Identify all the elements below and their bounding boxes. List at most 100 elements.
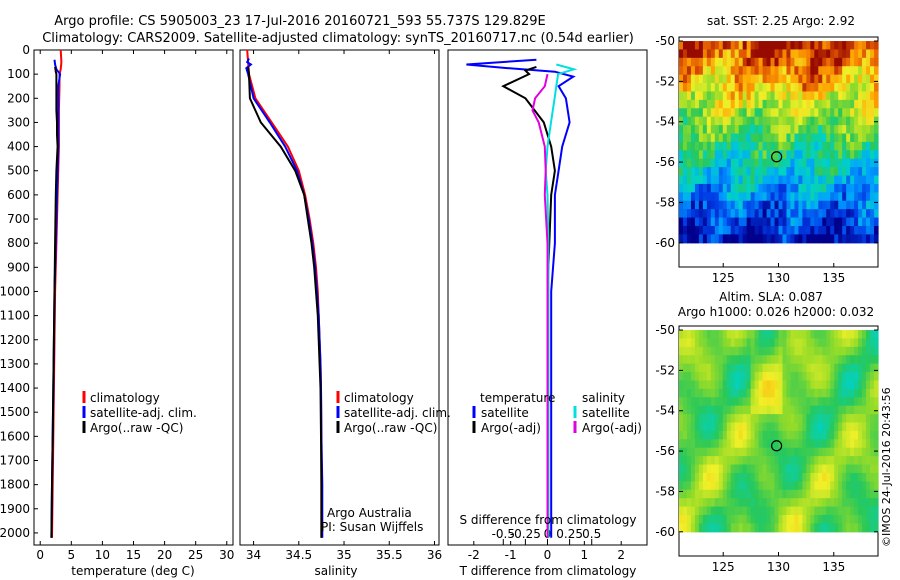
heatmap-cell xyxy=(694,355,700,365)
heatmap-cell xyxy=(722,108,728,118)
heatmap-cell xyxy=(718,422,724,432)
heatmap-cell xyxy=(858,217,863,227)
heatmap-cell xyxy=(726,133,732,143)
heatmap-cell xyxy=(694,447,700,457)
heatmap-cell xyxy=(694,405,700,415)
heatmap-cell xyxy=(750,464,756,474)
heatmap-cell xyxy=(758,414,764,424)
heatmap-cell xyxy=(758,83,764,93)
heatmap-cell xyxy=(766,91,772,101)
heatmap-cell xyxy=(798,363,803,373)
heatmap-cell xyxy=(730,183,736,193)
heatmap-cell xyxy=(706,183,712,193)
heatmap-cell xyxy=(778,464,784,474)
heatmap-cell xyxy=(754,49,760,59)
heatmap-cell xyxy=(770,514,776,524)
heatmap-cell xyxy=(710,330,716,340)
heatmap-cell xyxy=(802,456,807,466)
heatmap-cell xyxy=(790,346,796,356)
heatmap-cell xyxy=(702,430,708,440)
heatmap-cell xyxy=(842,57,847,67)
heatmap-cell xyxy=(842,388,847,398)
heatmap-cell xyxy=(794,91,799,101)
heatmap-cell xyxy=(782,514,788,524)
heatmap-cell xyxy=(742,456,748,466)
heatmap-cell xyxy=(766,209,772,219)
map-y-tick-label: -56 xyxy=(655,444,675,458)
heatmap-cell xyxy=(858,472,863,482)
heatmap-cell xyxy=(850,397,855,407)
heatmap-cell xyxy=(710,192,716,202)
heatmap-cell xyxy=(826,380,831,390)
heatmap-cell xyxy=(738,66,744,76)
heatmap-cell xyxy=(774,489,780,499)
heatmap-cell xyxy=(862,439,867,449)
heatmap-cell xyxy=(870,363,875,373)
heatmap-cell xyxy=(698,397,704,407)
heatmap-cell xyxy=(722,338,728,348)
heatmap-cell xyxy=(834,355,839,365)
map-x-tick-label: 130 xyxy=(767,560,790,574)
heatmap-cell xyxy=(679,175,684,185)
heatmap-cell xyxy=(814,422,819,432)
heatmap-cell xyxy=(858,66,863,76)
heatmap-cell xyxy=(774,74,780,84)
heatmap-cell xyxy=(874,498,879,508)
heatmap-cell xyxy=(698,388,704,398)
heatmap-cell xyxy=(802,405,807,415)
heatmap-cell xyxy=(806,167,811,177)
heatmap-cell xyxy=(842,447,847,457)
heatmap-cell xyxy=(694,66,700,76)
heatmap-cell xyxy=(778,192,784,202)
heatmap-cell xyxy=(858,234,863,244)
heatmap-cell xyxy=(846,150,851,160)
heatmap-cell xyxy=(686,209,692,219)
heatmap-cell xyxy=(742,481,748,491)
heatmap-cell xyxy=(698,506,704,516)
heatmap-cell xyxy=(806,397,811,407)
heatmap-cell xyxy=(690,481,696,491)
heatmap-cell xyxy=(726,388,732,398)
heatmap-cell xyxy=(682,372,688,382)
heatmap-cell xyxy=(830,57,835,67)
heatmap-cell xyxy=(714,209,720,219)
heatmap-cell xyxy=(870,150,875,160)
heatmap-cell xyxy=(722,372,728,382)
heatmap-cell xyxy=(810,167,815,177)
heatmap-cell xyxy=(874,464,879,474)
heatmap-cell xyxy=(770,116,776,126)
heatmap-cell xyxy=(766,338,772,348)
heatmap-cell xyxy=(686,108,692,118)
heatmap-cell xyxy=(822,116,827,126)
heatmap-cell xyxy=(770,200,776,210)
heatmap-cell xyxy=(679,355,684,365)
heatmap-cell xyxy=(814,489,819,499)
heatmap-cell xyxy=(770,439,776,449)
heatmap-cell xyxy=(854,234,859,244)
heatmap-cell xyxy=(818,125,823,135)
heatmap-cell xyxy=(834,158,839,168)
heatmap-cell xyxy=(822,422,827,432)
heatmap-cell xyxy=(750,91,756,101)
heatmap-cell xyxy=(794,116,799,126)
heatmap-cell xyxy=(738,192,744,202)
heatmap-cell xyxy=(798,456,803,466)
heatmap-cell xyxy=(682,456,688,466)
heatmap-cell xyxy=(874,372,879,382)
heatmap-cell xyxy=(870,57,875,67)
heatmap-cell xyxy=(690,225,696,235)
heatmap-cell xyxy=(770,192,776,202)
heatmap-cell xyxy=(762,464,768,474)
heatmap-cell xyxy=(866,133,871,143)
heatmap-cell xyxy=(714,430,720,440)
heatmap-cell xyxy=(798,414,803,424)
heatmap-cell xyxy=(746,141,752,151)
heatmap-cell xyxy=(846,167,851,177)
heatmap-cell xyxy=(718,217,724,227)
heatmap-cell xyxy=(682,83,688,93)
heatmap-cell xyxy=(790,234,796,244)
heatmap-cell xyxy=(814,380,819,390)
heatmap-cell xyxy=(866,125,871,135)
heatmap-cell xyxy=(702,506,708,516)
